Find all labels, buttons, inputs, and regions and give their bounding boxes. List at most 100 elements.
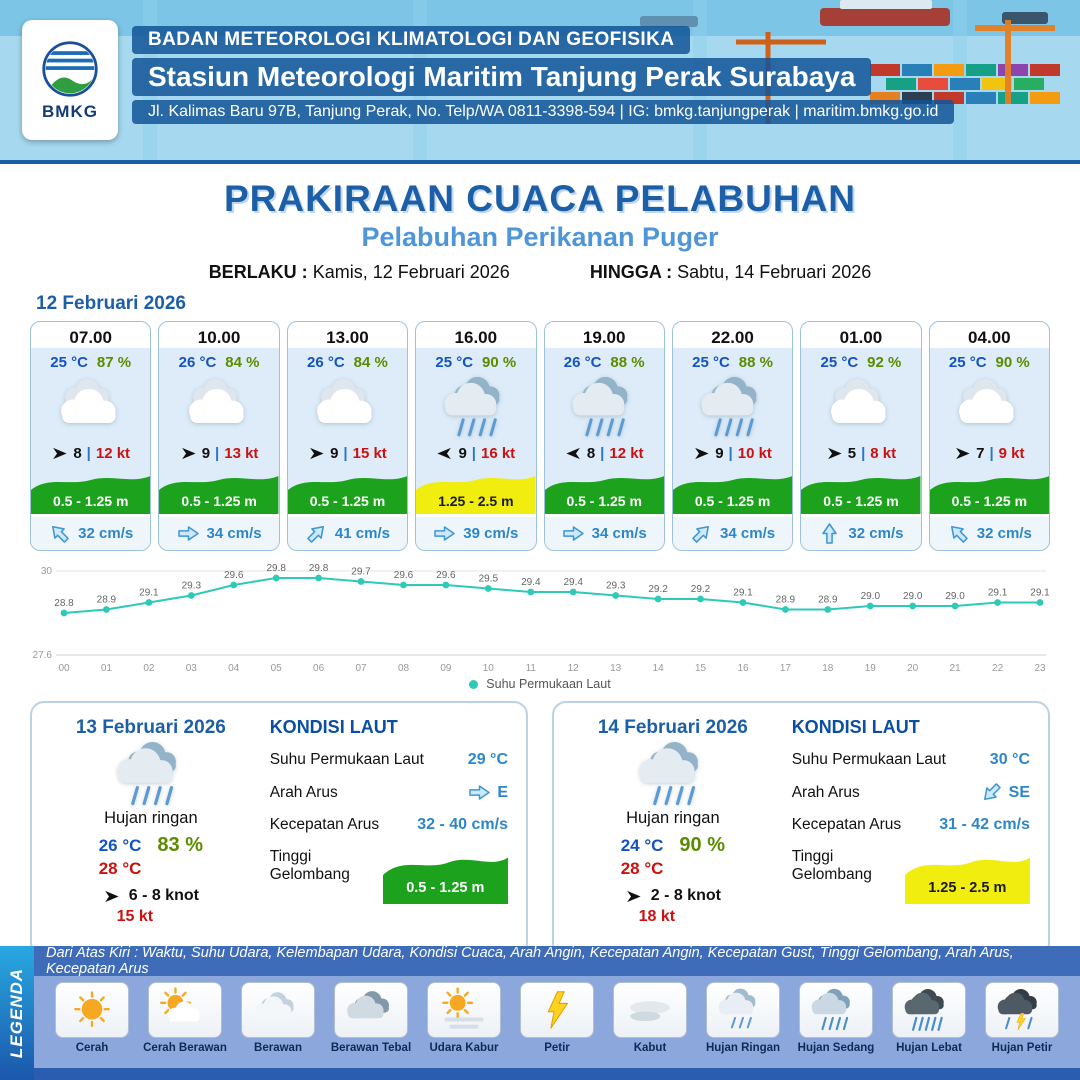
daily-gust: 15 kt (116, 908, 154, 925)
wind-speed: 9 (330, 445, 339, 462)
daily-weather-icon (103, 741, 199, 807)
header-text-block: BADAN METEOROLOGI KLIMATOLOGI DAN GEOFIS… (0, 0, 1080, 124)
weather-legend-icon (241, 982, 315, 1038)
hourly-forecast-card: 07.00 25 °C 87 % 8 | 12 kt 0.5 - 1.25 m … (30, 321, 152, 551)
current-direction-value: E (468, 783, 508, 802)
separator: | (343, 445, 348, 462)
forecast-time: 13.00 (326, 328, 369, 347)
sst-value: 30 °C (989, 751, 1030, 768)
svg-text:29.8: 29.8 (309, 563, 329, 574)
wind-row: 9 | 15 kt (288, 442, 407, 468)
weather-legend-icon (799, 982, 873, 1038)
svg-text:12: 12 (568, 663, 580, 674)
current-speed: 32 cm/s (78, 525, 134, 542)
relative-humidity: 88 % (738, 354, 773, 371)
temp-min: 26 °C (98, 835, 142, 855)
svg-text:29.7: 29.7 (351, 567, 371, 578)
temp-humidity-row: 25 °C 92 % (801, 351, 920, 372)
daily-wind-range: 6 - 8 knot (128, 887, 199, 904)
svg-text:18: 18 (822, 663, 834, 674)
legend-marker-icon (469, 679, 479, 689)
current-direction-row: Arah Arus E (270, 783, 508, 802)
svg-text:06: 06 (313, 663, 325, 674)
current-speed: 41 cm/s (334, 525, 390, 542)
wind-gust: 8 kt (870, 445, 897, 462)
bmkg-logo-text: BMKG (42, 101, 98, 121)
current-row: 39 cm/s (416, 514, 536, 550)
svg-text:05: 05 (271, 663, 283, 674)
svg-text:09: 09 (440, 663, 452, 674)
current-row: 34 cm/s (544, 514, 664, 550)
svg-text:17: 17 (780, 663, 792, 674)
page-title: PRAKIRAAN CUACA PELABUHAN (223, 178, 857, 219)
relative-humidity: 88 % (610, 354, 645, 371)
daily-temps: 26 °C 83 % 28 °C (99, 834, 203, 879)
svg-text:08: 08 (398, 663, 410, 674)
wind-direction-icon (436, 445, 453, 462)
station-name: Stasiun Meteorologi Maritim Tanjung Pera… (132, 58, 872, 96)
sea-conditions: KONDISI LAUT Suhu Permukaan Laut 29 °C A… (256, 715, 512, 947)
wind-gust: 16 kt (480, 445, 516, 462)
svg-text:22: 22 (992, 663, 1004, 674)
legend-item: Cerah (48, 982, 136, 1054)
current-direction-label: Arah Arus (791, 783, 860, 801)
svg-text:13: 13 (610, 663, 622, 674)
relative-humidity: 87 % (96, 354, 132, 371)
wave-height-banner: 0.5 - 1.25 m (287, 468, 408, 514)
org-name: BADAN METEOROLOGI KLIMATOLOGI DAN GEOFIS… (132, 26, 691, 54)
svg-text:27.6: 27.6 (33, 650, 53, 661)
legend-title-band: LEGENDA (0, 946, 34, 1080)
legend-item-label: Udara Kabur (429, 1042, 499, 1054)
air-temperature: 26 °C (178, 354, 217, 371)
svg-text:28.9: 28.9 (818, 595, 838, 606)
wave-height: 0.5 - 1.25 m (181, 493, 257, 509)
temp-humidity-row: 26 °C 84 % (159, 351, 278, 372)
current-row: 32 cm/s (929, 514, 1049, 550)
legend-item: Berawan (234, 982, 322, 1054)
hourly-forecast-card: 13.00 26 °C 84 % 9 | 15 kt 0.5 - 1.25 m … (286, 321, 409, 551)
svg-text:23: 23 (1034, 663, 1046, 674)
legend-description: Dari Atas Kiri : Waktu, Suhu Udara, Kele… (34, 945, 1080, 977)
valid-from-label: BERLAKU : (208, 262, 308, 282)
current-direction-icon (976, 778, 1006, 808)
current-direction-label: Arah Arus (269, 783, 338, 801)
wave-shape (31, 476, 151, 514)
current-direction-icon (177, 524, 200, 543)
svg-text:19: 19 (865, 663, 877, 674)
svg-text:29.1: 29.1 (1030, 588, 1050, 599)
forecast-time: 19.00 (582, 328, 626, 347)
legend-title: LEGENDA (7, 967, 26, 1059)
svg-text:29.8: 29.8 (266, 563, 286, 574)
svg-text:29.6: 29.6 (394, 570, 414, 581)
valid-until-value: Sabtu, 14 Februari 2026 (677, 262, 872, 282)
daily-wind: 6 - 8 knot (103, 887, 199, 905)
weather-condition: Hujan ringan (626, 809, 720, 827)
weather-legend-icon (520, 982, 594, 1038)
current-direction-text: E (497, 783, 508, 801)
wind-row: 9 | 10 kt (673, 442, 792, 468)
daily-humidity: 90 % (679, 834, 725, 856)
wave-shape (929, 476, 1049, 514)
hourly-forecast-card: 01.00 25 °C 92 % 5 | 8 kt 0.5 - 1.25 m 3… (800, 321, 922, 551)
separator: | (600, 445, 605, 462)
air-temperature: 25 °C (692, 354, 730, 371)
wind-gust: 13 kt (224, 445, 259, 462)
svg-text:00: 00 (58, 663, 70, 674)
daily-gust: 18 kt (638, 908, 676, 925)
temp-max: 28 °C (620, 859, 664, 878)
footer-strip (34, 1068, 1080, 1080)
wind-row: 9 | 16 kt (416, 442, 535, 468)
svg-text:11: 11 (526, 663, 537, 674)
wave-height-label: Tinggi Gelombang (269, 848, 350, 883)
legend-item: Udara Kabur (420, 982, 508, 1054)
svg-text:30: 30 (41, 566, 53, 577)
wave-height: 0.5 - 1.25 m (566, 493, 642, 509)
hourly-forecast-card: 16.00 25 °C 90 % 9 | 16 kt 1.25 - 2.5 m … (415, 321, 537, 551)
wind-gust: 15 kt (352, 445, 387, 462)
wind-speed: 7 (976, 445, 985, 462)
wave-height-banner: 0.5 - 1.25 m (382, 848, 508, 904)
weather-condition-icon (673, 372, 792, 442)
current-direction-row: Arah Arus SE (792, 783, 1030, 802)
current-row: 32 cm/s (31, 514, 151, 550)
current-direction-icon (562, 524, 585, 543)
